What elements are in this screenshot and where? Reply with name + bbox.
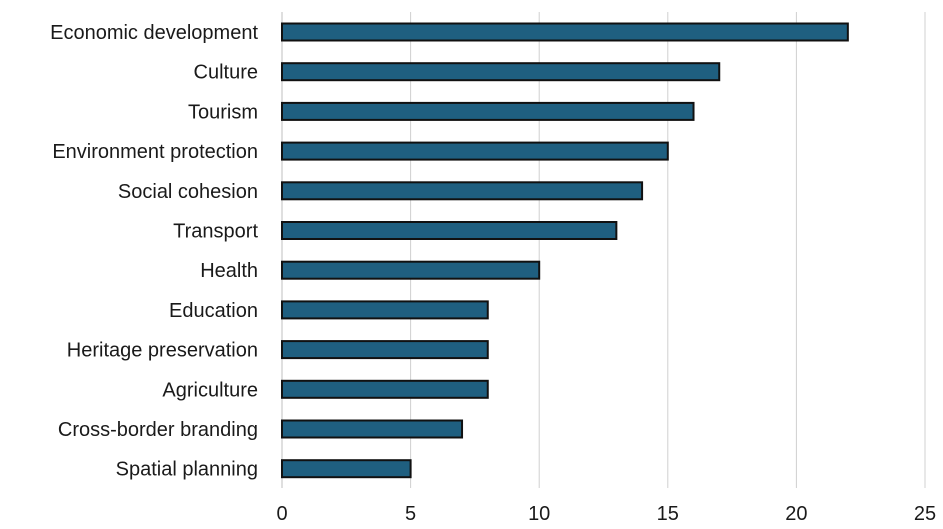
bars <box>281 22 849 479</box>
category-label: Culture <box>194 62 258 84</box>
category-label: Cross-border branding <box>58 419 258 441</box>
category-label: Environment protection <box>52 141 258 163</box>
x-tick-labels: 0 5 10 15 20 25 <box>276 503 936 525</box>
category-label: Economic development <box>50 22 258 44</box>
bar <box>281 300 489 320</box>
x-tick-label: 0 <box>276 503 287 525</box>
category-label: Education <box>169 300 258 322</box>
x-tick-label: 20 <box>785 503 807 525</box>
bar <box>281 221 618 240</box>
bar <box>281 379 489 399</box>
category-label: Transport <box>173 221 258 243</box>
bar <box>281 181 644 201</box>
category-label: Spatial planning <box>116 459 258 481</box>
bar <box>281 141 669 161</box>
x-tick-label: 5 <box>405 503 416 525</box>
bar <box>281 101 695 121</box>
category-label: Agriculture <box>162 379 258 401</box>
category-label: Heritage preservation <box>67 340 258 362</box>
bar <box>281 340 489 360</box>
category-label: Tourism <box>188 101 258 123</box>
x-tick-label: 25 <box>914 503 936 525</box>
bar <box>281 419 464 439</box>
x-tick-label: 15 <box>657 503 679 525</box>
category-label: Health <box>200 260 258 282</box>
x-tick-label: 10 <box>528 503 550 525</box>
gridlines <box>281 12 926 488</box>
category-labels: Economic development Culture Tourism Enviro… <box>50 22 258 481</box>
bar <box>281 62 721 82</box>
bar <box>281 459 412 479</box>
bar <box>281 260 541 280</box>
category-label: Social cohesion <box>118 181 258 203</box>
bar <box>281 22 849 42</box>
